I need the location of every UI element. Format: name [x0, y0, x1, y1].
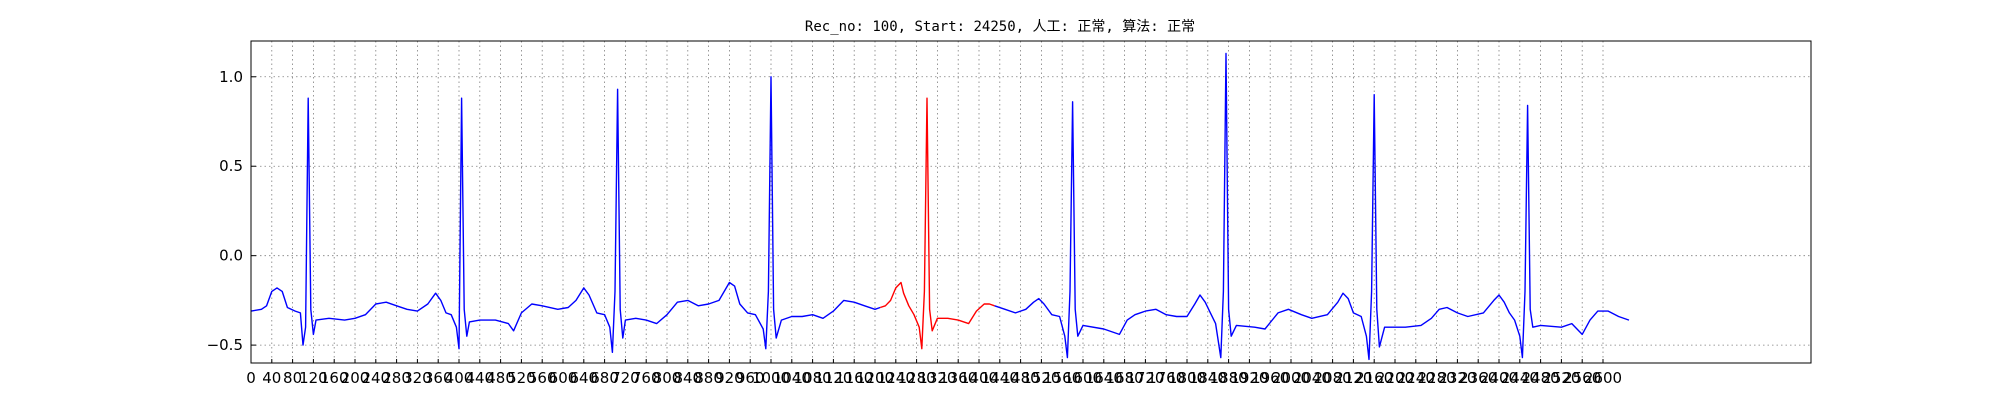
x-tick-label: 1840 — [1189, 369, 1227, 387]
x-tick-label: 880 — [694, 369, 723, 387]
x-tick-label: 80 — [283, 369, 302, 387]
x-tick-label: 1440 — [981, 369, 1019, 387]
x-tick-label: 2600 — [1584, 369, 1622, 387]
x-tick-label: 120 — [299, 369, 328, 387]
x-tick-label: 1320 — [918, 369, 956, 387]
y-tick-label: 0.0 — [219, 247, 243, 265]
x-tick-label: 1080 — [794, 369, 832, 387]
x-tick-label: 2000 — [1272, 369, 1310, 387]
x-tick-label: 200 — [341, 369, 370, 387]
x-tick-label: 1800 — [1168, 369, 1206, 387]
x-tick-label: 2440 — [1501, 369, 1539, 387]
x-tick-label: 2120 — [1334, 369, 1372, 387]
x-tick-label: 1720 — [1126, 369, 1164, 387]
x-tick-label: 480 — [486, 369, 515, 387]
x-tick-label: 2160 — [1355, 369, 1393, 387]
x-tick-label: 680 — [590, 369, 619, 387]
x-tick-label: 2320 — [1438, 369, 1476, 387]
x-tick-label: 1920 — [1230, 369, 1268, 387]
x-tick-label: 40 — [262, 369, 281, 387]
x-tick-label: 400 — [445, 369, 474, 387]
x-tick-label: 1360 — [939, 369, 977, 387]
x-tick-labels: 0 40 8012016020024028032036040044048052056… — [246, 369, 1622, 387]
x-tick-label: 1520 — [1022, 369, 1060, 387]
x-tick-label: 1480 — [1002, 369, 1040, 387]
y-tick-label: 1.0 — [219, 68, 243, 86]
x-tick-label: 760 — [632, 369, 661, 387]
x-tick-label: 1640 — [1085, 369, 1123, 387]
x-tick-label: 1560 — [1043, 369, 1081, 387]
x-tick-label: 800 — [653, 369, 682, 387]
x-tick-label: 600 — [549, 369, 578, 387]
y-tick-label: −0.5 — [207, 336, 243, 354]
x-tick-label: 2560 — [1563, 369, 1601, 387]
x-tick-label: 1000 — [752, 369, 790, 387]
x-tick-label: 1200 — [856, 369, 894, 387]
x-tick-label: 1880 — [1210, 369, 1248, 387]
x-tick-label: 2360 — [1459, 369, 1497, 387]
x-tick-label: 280 — [382, 369, 411, 387]
grid-layer — [250, 41, 1811, 363]
ecg-series-line-3 — [994, 52, 1630, 361]
x-tick-label: 920 — [715, 369, 744, 387]
y-tick-labels: −0.5 0.0 0.5 1.0 — [207, 68, 243, 354]
x-tick-label: 1120 — [814, 369, 852, 387]
x-tick-label: 320 — [403, 369, 432, 387]
x-tick-label: 2480 — [1522, 369, 1560, 387]
x-tick-label: 160 — [320, 369, 349, 387]
x-tick-label: 2080 — [1314, 369, 1352, 387]
ecg-series-line-1 — [250, 76, 881, 353]
x-tick-label: 2040 — [1293, 369, 1331, 387]
x-tick-label: 960 — [736, 369, 765, 387]
x-tick-label: 1280 — [898, 369, 936, 387]
x-tick-label: 1040 — [773, 369, 811, 387]
x-tick-label: 2400 — [1480, 369, 1518, 387]
x-tick-label: 2240 — [1397, 369, 1435, 387]
x-tick-label: 2280 — [1418, 369, 1456, 387]
x-tick-label: 0 — [246, 369, 256, 387]
x-tick-label: 2200 — [1376, 369, 1414, 387]
x-tick-label: 1680 — [1106, 369, 1144, 387]
x-tick-label: 720 — [611, 369, 640, 387]
x-tick-label: 2520 — [1542, 369, 1580, 387]
x-tick-label: 1600 — [1064, 369, 1102, 387]
x-tick-label: 440 — [465, 369, 494, 387]
x-tick-label: 1760 — [1147, 369, 1185, 387]
x-tick-label: 520 — [507, 369, 536, 387]
ecg-series-line-2 — [879, 97, 995, 350]
x-tick-label: 1240 — [877, 369, 915, 387]
x-tick-label: 1160 — [835, 369, 873, 387]
y-tick-label: 0.5 — [219, 157, 243, 175]
x-tick-label: 360 — [424, 369, 453, 387]
x-tick-label: 560 — [528, 369, 557, 387]
series-layer — [250, 52, 1630, 361]
x-tick-label: 1400 — [960, 369, 998, 387]
x-tick-label: 240 — [361, 369, 390, 387]
chart-title: Rec_no: 100, Start: 24250, 人工: 正常, 算法: 正… — [805, 19, 1195, 35]
x-tick-label: 840 — [673, 369, 702, 387]
x-tick-label: 640 — [569, 369, 598, 387]
x-tick-label: 1960 — [1251, 369, 1289, 387]
plot-frame — [250, 40, 1812, 364]
